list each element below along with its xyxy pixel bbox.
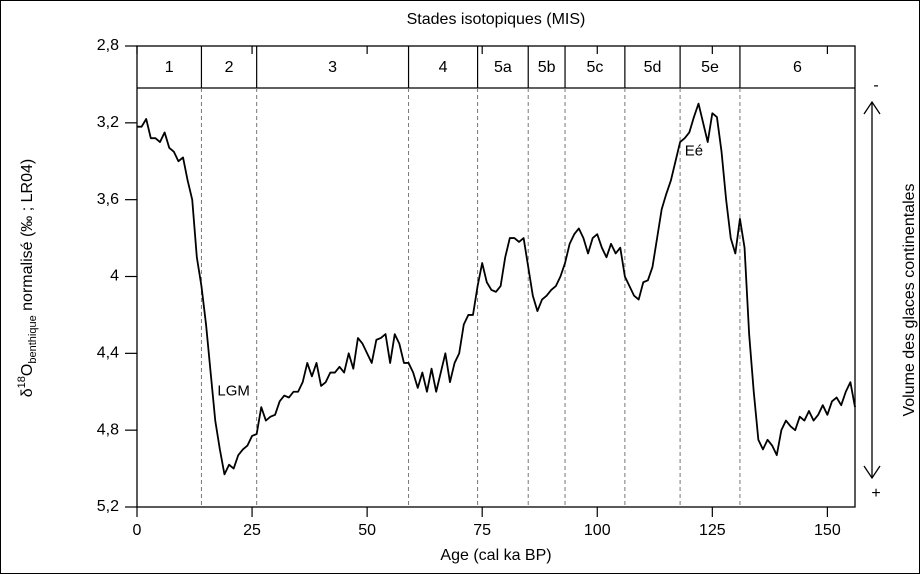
annotation: LGM (217, 383, 250, 400)
stage-label: 5c (587, 59, 604, 76)
right-label: Volume des glaces continentales (901, 183, 918, 416)
y-label-part: δ (19, 388, 36, 397)
x-tick-label: 150 (814, 522, 841, 539)
data-line (137, 102, 856, 476)
stage-label: 2 (225, 59, 234, 76)
x-tick-label: 50 (358, 522, 376, 539)
stage-label: 3 (328, 59, 337, 76)
stage-label: 6 (793, 59, 802, 76)
y-label-part: benthique (27, 315, 39, 363)
y-tick-label: 3,2 (97, 114, 119, 131)
stage-label: 5a (494, 59, 512, 76)
x-tick-label: 100 (584, 522, 611, 539)
y-tick-label: 4 (110, 268, 119, 285)
y-label-part: 18 (16, 376, 28, 388)
x-axis-label: Age (cal ka BP) (440, 547, 551, 564)
right-top: - (873, 77, 878, 94)
y-label-part: O (19, 364, 36, 376)
volume-arrow (863, 100, 881, 480)
y-tick-label: 2,8 (97, 37, 119, 54)
x-tick-label: 125 (699, 522, 726, 539)
stage-label: 5b (538, 59, 556, 76)
y-axis-label: δ18Obenthique normalisé (‰ ; LR04) (16, 159, 39, 397)
stage-label: 5e (701, 59, 719, 76)
top-label: Stades isotopiques (MIS) (407, 11, 586, 28)
annotation: Eé (685, 143, 703, 160)
y-label-part: normalisé (‰ ; LR04) (19, 159, 36, 316)
stage-label: 5d (644, 59, 662, 76)
right-bottom: + (871, 485, 880, 502)
stage-label: 1 (165, 59, 174, 76)
x-tick-label: 0 (133, 522, 142, 539)
y-tick-label: 4,4 (97, 345, 119, 362)
stage-label: 4 (439, 59, 448, 76)
x-tick-label: 25 (243, 522, 261, 539)
x-tick-label: 75 (473, 522, 491, 539)
y-tick-label: 3,6 (97, 191, 119, 208)
y-tick-label: 4,8 (97, 421, 119, 438)
y-tick-label: 5,2 (97, 498, 119, 515)
